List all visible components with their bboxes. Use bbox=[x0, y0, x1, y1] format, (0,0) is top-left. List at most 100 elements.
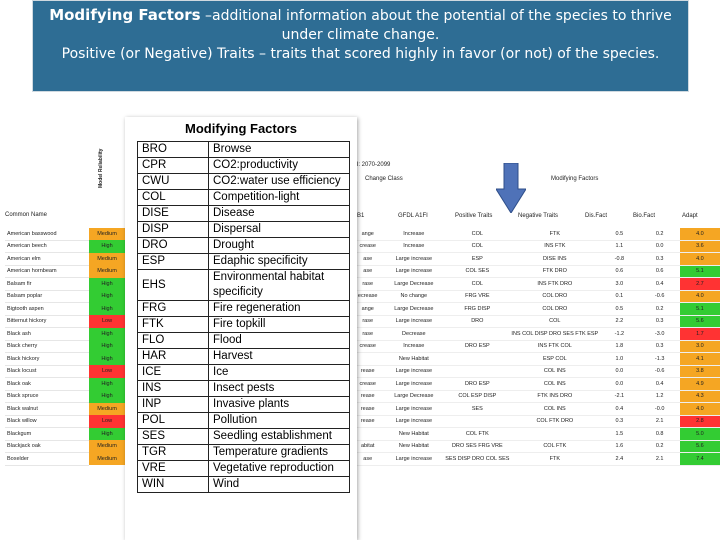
species-name: American beech bbox=[5, 240, 89, 253]
reliability-badge: High bbox=[89, 340, 125, 353]
legend-row: DISP Dispersal bbox=[137, 221, 350, 238]
factor-code: CPR bbox=[137, 157, 209, 174]
species-name: American elm bbox=[5, 252, 89, 266]
positive-traits: SES DISP DRO COL SES bbox=[444, 452, 511, 466]
a1fi-change: Large Decrease bbox=[383, 390, 445, 403]
species-name-table: American basswood Medium American beech Hig… bbox=[5, 228, 125, 466]
bio-fact: 0.2 bbox=[639, 302, 680, 316]
species-name: American hornbeam bbox=[5, 265, 89, 278]
adapt-score: 4.0 bbox=[679, 402, 720, 416]
factor-code: ESP bbox=[137, 253, 209, 270]
factor-description: Temperature gradients bbox=[208, 444, 350, 461]
factor-description: Insect pests bbox=[208, 380, 350, 397]
species-row: American basswood Medium bbox=[5, 228, 125, 241]
species-metrics-table: ange Increase COL FTK 0.5 0.2 4.0 crease Increas… bbox=[352, 228, 720, 466]
a1fi-change: New Habitat bbox=[383, 440, 445, 453]
negative-traits: INS FTK bbox=[510, 240, 600, 253]
a1fi-change: No change bbox=[383, 290, 445, 303]
factor-code: TGR bbox=[137, 444, 209, 461]
adapt-score: 5.1 bbox=[679, 265, 720, 278]
species-metrics-row: rase Large Decrease COL INS FTK DRO 3.0 0.4 2.… bbox=[352, 277, 720, 291]
adapt-score: 5.6 bbox=[679, 440, 720, 453]
legend-row: BRO Browse bbox=[137, 141, 350, 158]
factor-description: CO2:productivity bbox=[208, 157, 350, 174]
factor-code: DISP bbox=[137, 221, 209, 238]
bio-fact: -0.6 bbox=[639, 290, 680, 303]
negative-traits: INS COL DISP DRO SES FTK ESP bbox=[510, 327, 600, 341]
col-header-biofact: Bio.Fact bbox=[633, 213, 656, 219]
adapt-score: 4.0 bbox=[679, 252, 720, 266]
factor-description: Ice bbox=[208, 364, 350, 381]
b1-change: ange bbox=[352, 302, 384, 316]
a1fi-change: New Habitat bbox=[383, 352, 445, 366]
dis-fact: -2.1 bbox=[599, 390, 640, 403]
negative-traits bbox=[510, 427, 600, 441]
b1-change: rease bbox=[352, 415, 384, 428]
negative-traits: FTK INS DRO bbox=[510, 390, 600, 403]
factor-code: INS bbox=[137, 380, 209, 397]
positive-traits: ESP bbox=[444, 252, 511, 266]
species-row: Black walnut Medium bbox=[5, 402, 125, 416]
reliability-badge: High bbox=[89, 327, 125, 340]
reliability-badge: Medium bbox=[89, 440, 125, 453]
reliability-badge: Low bbox=[89, 315, 125, 328]
reliability-badge: Low bbox=[89, 365, 125, 378]
negative-traits: COL bbox=[510, 315, 600, 328]
adapt-score: 3.0 bbox=[679, 340, 720, 353]
factor-code: CWU bbox=[137, 173, 209, 190]
bio-fact: 2.1 bbox=[639, 415, 680, 428]
header-line-2: Positive (or Negative) Traits – traits t… bbox=[61, 46, 660, 62]
factor-code: FLO bbox=[137, 332, 209, 349]
adapt-score: 4.9 bbox=[679, 377, 720, 391]
species-name: Black cherry bbox=[5, 340, 89, 353]
species-metrics-row: rease Large Decrease COL ESP DISP FTK INS D… bbox=[352, 390, 720, 403]
species-row: Balsam fir High bbox=[5, 277, 125, 291]
factor-code: DRO bbox=[137, 237, 209, 254]
factor-code: DISE bbox=[137, 205, 209, 222]
legend-row: DISE Disease bbox=[137, 205, 350, 222]
slide-header: Modifying Factors –additional informatio… bbox=[32, 0, 689, 92]
species-row: American elm Medium bbox=[5, 252, 125, 266]
factor-code: WIN bbox=[137, 476, 209, 493]
species-row: Black spruce High bbox=[5, 390, 125, 403]
negative-traits: COL INS bbox=[510, 402, 600, 416]
modifying-factors-label: Modifying Factors bbox=[551, 176, 599, 182]
b1-change: abitat bbox=[352, 440, 384, 453]
negative-traits: FTK bbox=[510, 228, 600, 241]
legend-row: FRG Fire regeneration bbox=[137, 300, 350, 317]
factor-description: Drought bbox=[208, 237, 350, 254]
a1fi-change: Large increase bbox=[383, 452, 445, 466]
adapt-score: 4.1 bbox=[679, 352, 720, 366]
b1-change: rease bbox=[352, 390, 384, 403]
adapt-score: 2.7 bbox=[679, 277, 720, 291]
factor-description: Environmental habitat specificity bbox=[208, 269, 350, 301]
factor-code: BRO bbox=[137, 141, 209, 158]
dis-fact: 1.6 bbox=[599, 440, 640, 453]
positive-traits: COL SES bbox=[444, 265, 511, 278]
positive-traits: COL bbox=[444, 277, 511, 291]
species-metrics-row: abitat New Habitat DRO SES FRG VRE COL FTK 1… bbox=[352, 440, 720, 453]
positive-traits: COL ESP DISP bbox=[444, 390, 511, 403]
legend-row: WIN Wind bbox=[137, 476, 350, 493]
legend-row: FLO Flood bbox=[137, 332, 350, 349]
change-class-label: Change Class bbox=[365, 176, 403, 182]
legend-row: POL Pollution bbox=[137, 412, 350, 429]
col-header-negative-traits: Negative Traits bbox=[518, 213, 559, 219]
legend-row: INP Invasive plants bbox=[137, 396, 350, 413]
species-metrics-row: ase Large increase ESP DISE INS -0.8 0.3 4.0 bbox=[352, 252, 720, 266]
species-row: Black ash High bbox=[5, 327, 125, 341]
negative-traits: COL INS bbox=[510, 365, 600, 378]
b1-change: ange bbox=[352, 228, 384, 241]
bio-fact: 0.6 bbox=[639, 265, 680, 278]
factor-description: Edaphic specificity bbox=[208, 253, 350, 270]
species-row: Balsam poplar High bbox=[5, 290, 125, 303]
b1-change: rase bbox=[352, 315, 384, 328]
species-metrics-row: rease Large increase COL INS 0.0 -0.6 3.8 bbox=[352, 365, 720, 378]
species-metrics-row: rease Large increase SES COL INS 0.4 -0.0 4.0 bbox=[352, 402, 720, 416]
legend-title: Modifying Factors bbox=[185, 121, 297, 136]
species-name: Black oak bbox=[5, 377, 89, 391]
dis-fact: -1.2 bbox=[599, 327, 640, 341]
legend-row: CWU CO2:water use efficiency bbox=[137, 173, 350, 190]
bio-fact: 1.2 bbox=[639, 390, 680, 403]
species-metrics-row: crease Increase COL INS FTK 1.1 0.0 3.6 bbox=[352, 240, 720, 253]
